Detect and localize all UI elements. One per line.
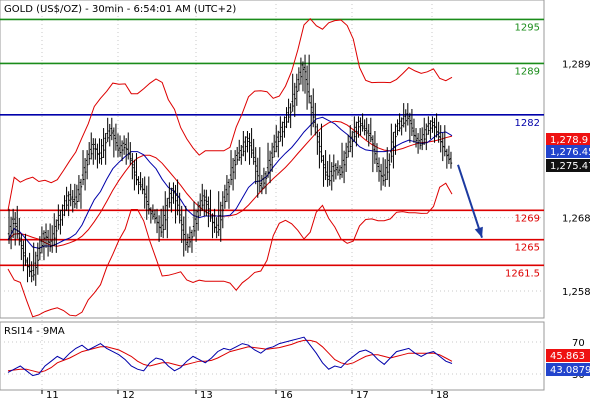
x-tick-label: 16 — [280, 390, 293, 400]
rsi-badge-blue — [546, 363, 590, 376]
rsi-badge-red — [546, 349, 590, 362]
rsi-line — [7, 336, 453, 377]
rsi-title: RSI14 - 9MA — [4, 326, 65, 337]
rsi-panel-frame — [0, 321, 545, 391]
level-label: 1265 — [515, 243, 540, 254]
y-tick-label: 1,268 — [562, 214, 590, 225]
x-tick-label: 17 — [356, 390, 369, 400]
level-label: 1269 — [515, 213, 540, 224]
rsi-ma-line — [7, 339, 453, 373]
bollinger-bands — [7, 17, 453, 318]
x-tick-label: 11 — [46, 390, 59, 400]
level-label: 1295 — [515, 22, 540, 33]
bollinger-lower — [7, 182, 453, 318]
rsi-tick-label: 70 — [572, 338, 585, 349]
y-tick-label: 1,258 — [562, 287, 590, 298]
level-label: 1261.5 — [505, 268, 540, 279]
level-label: 1282 — [515, 118, 540, 129]
bollinger-upper — [7, 17, 453, 211]
price-badge-blue — [546, 145, 590, 158]
price-badge-label: 1,278.9 — [550, 135, 588, 146]
candles — [7, 54, 453, 286]
price-badges: 1,278.91,276.45 1,275.47 45.863 43.0879 — [546, 133, 590, 376]
price-badge-black — [546, 159, 590, 172]
price-badge-red — [546, 133, 590, 146]
moving-average — [7, 116, 453, 249]
chart-title: GOLD (US$/OZ) - 30min - 6:54:01 AM (UTC+… — [4, 4, 236, 15]
rsi-badge-label: 45.863 — [550, 351, 585, 362]
projection-line — [457, 164, 483, 238]
price-badge-label: 1,276.45 — [550, 147, 590, 158]
main-panel-frame — [0, 0, 545, 319]
projection-arrow — [457, 164, 483, 238]
y-tick-label: 1,289 — [562, 59, 590, 70]
x-tick-label: 12 — [122, 390, 135, 400]
level-label: 1289 — [515, 66, 540, 77]
rsi-badge-label: 43.0879 — [550, 365, 590, 376]
price-badge-label: 1,275.47 — [550, 161, 590, 172]
rsi-lines — [7, 336, 453, 377]
level-lines: 1295 1289 1282 1269 1265 1261.5 — [0, 18, 544, 279]
x-tick-label: 18 — [436, 390, 449, 400]
bollinger-mid — [7, 120, 453, 247]
x-tick-label: 13 — [200, 390, 213, 400]
projection-arrowhead — [474, 226, 483, 238]
